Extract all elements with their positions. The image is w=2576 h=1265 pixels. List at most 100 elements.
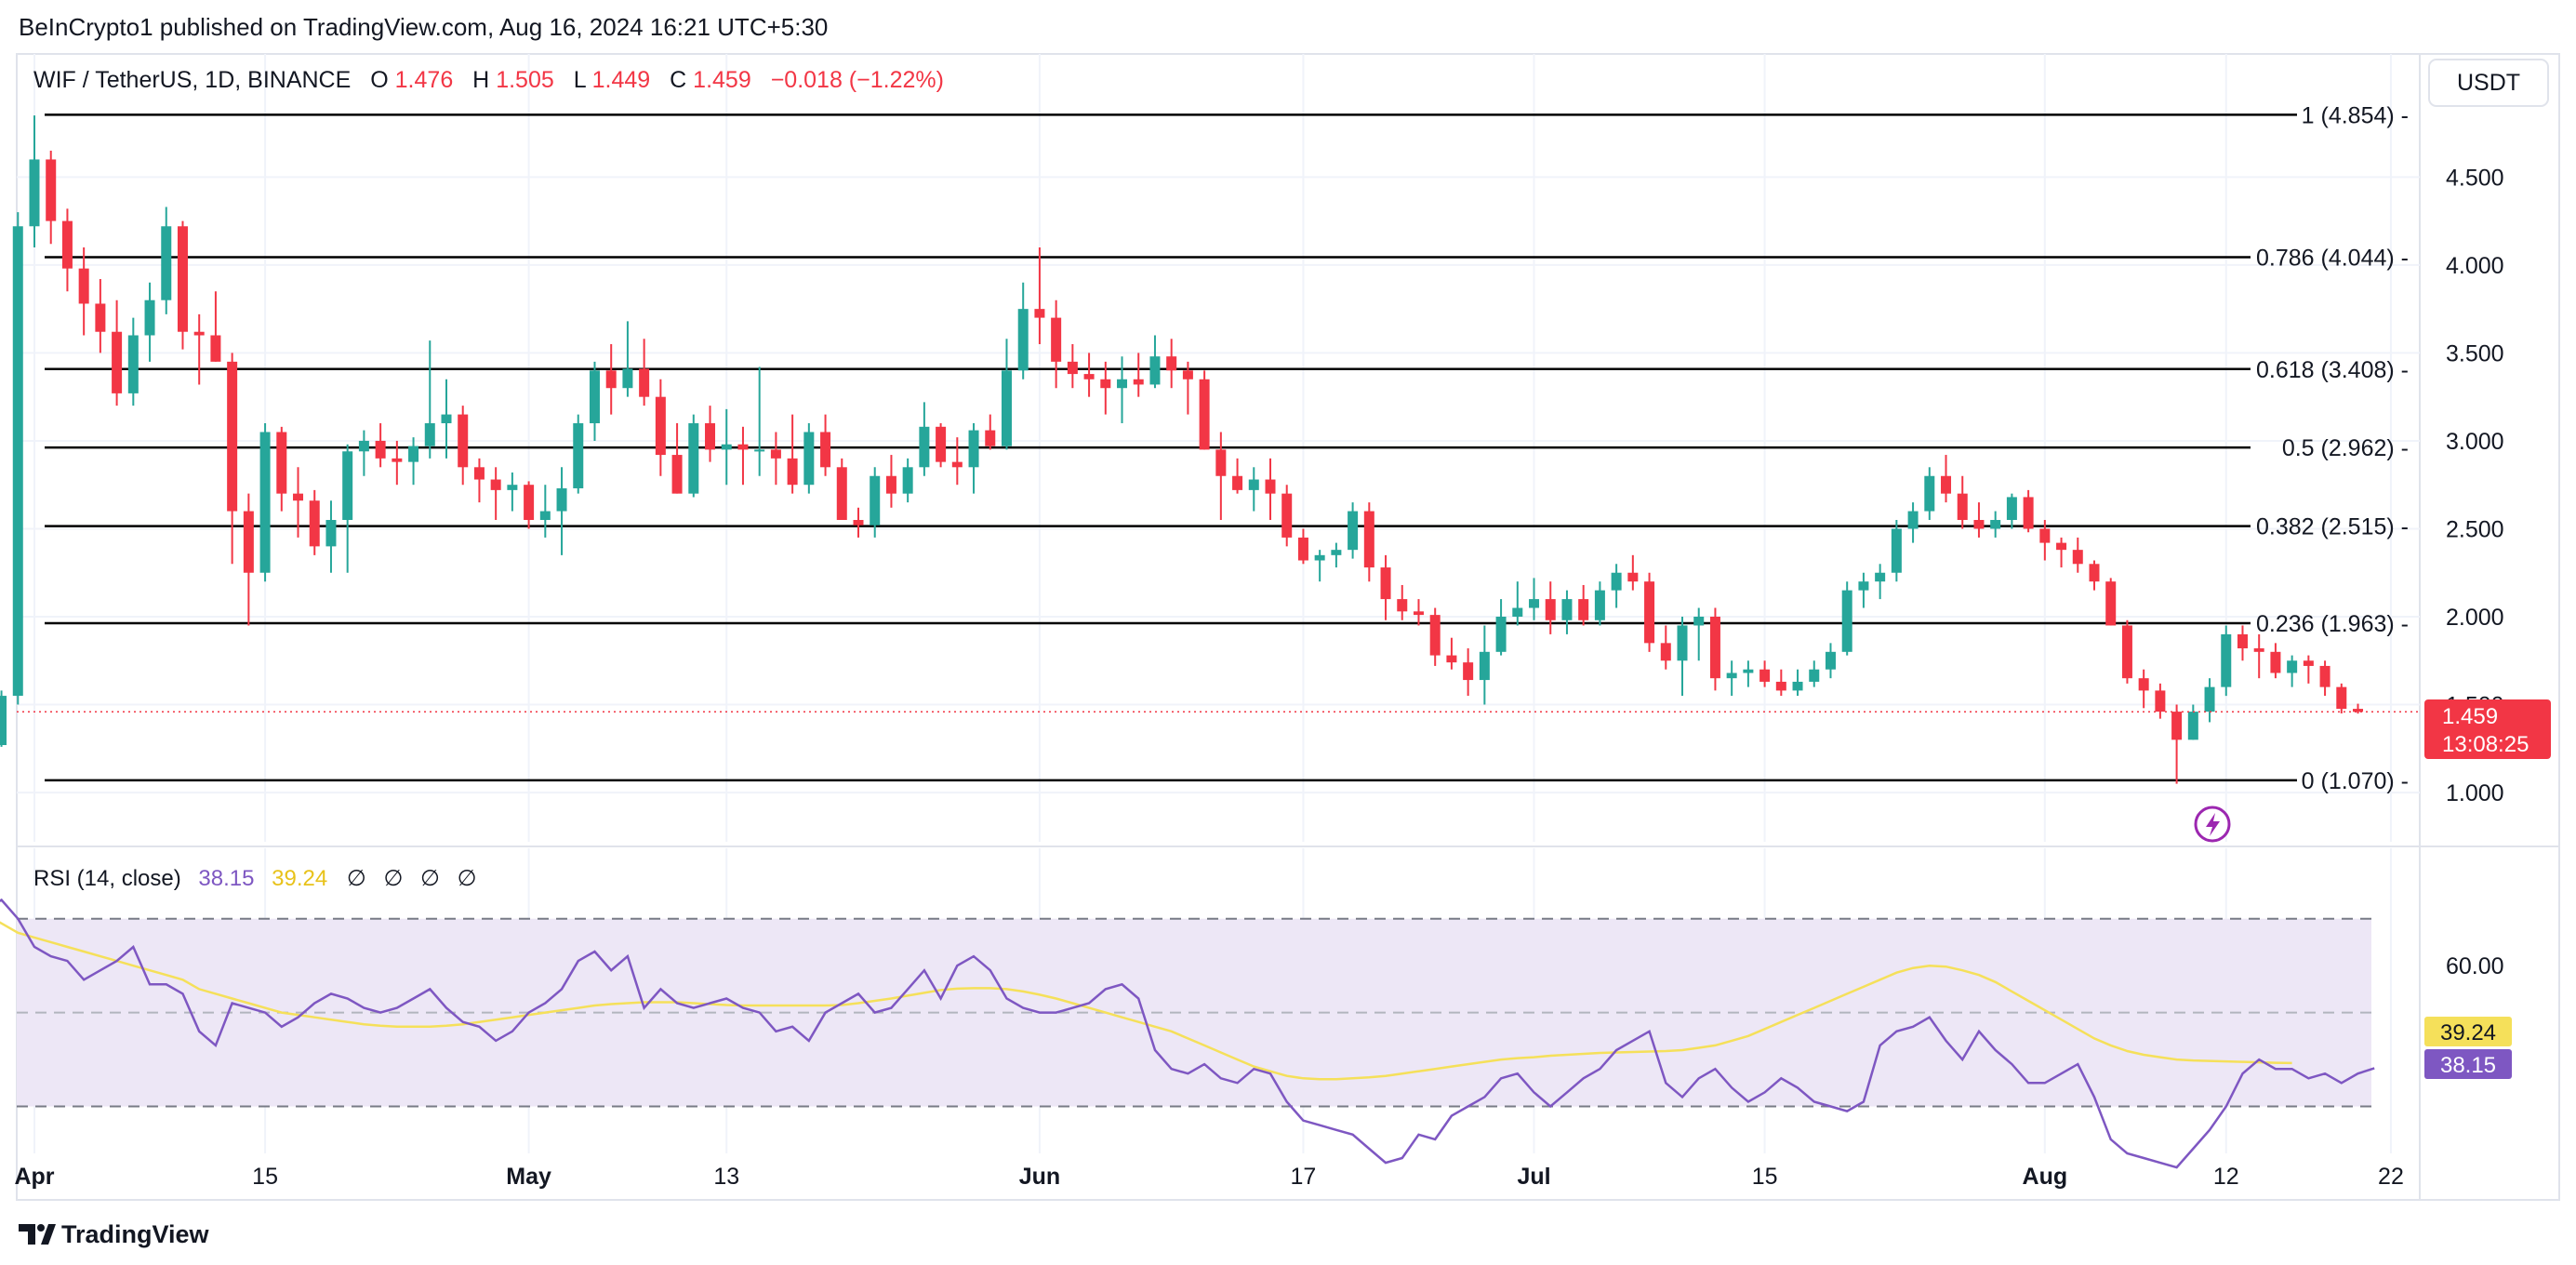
rsi-ma-badge-value: 39.24 bbox=[2440, 1020, 2496, 1045]
candle-body bbox=[127, 335, 139, 393]
candle-body bbox=[2253, 648, 2264, 652]
price-axis-tick: 2.000 bbox=[2446, 605, 2504, 631]
last-price-value: 1.459 bbox=[2442, 704, 2498, 729]
low-value: 1.449 bbox=[592, 67, 651, 93]
candle bbox=[688, 414, 699, 498]
candle-body bbox=[2072, 550, 2083, 565]
candle bbox=[1479, 625, 1490, 705]
rsi-ma-legend-value: 39.24 bbox=[272, 866, 327, 891]
price-axis-tick: 3.500 bbox=[2446, 340, 2504, 366]
rsi-legend: RSI (14, close) 38.15 39.24 ∅ ∅ ∅ ∅ bbox=[33, 866, 477, 891]
candle bbox=[441, 379, 452, 459]
candle bbox=[210, 291, 221, 362]
candle-body bbox=[705, 423, 716, 450]
candle-body bbox=[622, 368, 633, 389]
candle-body bbox=[1001, 370, 1012, 446]
candle bbox=[1611, 564, 1622, 608]
candle bbox=[1759, 660, 1771, 687]
candle-body bbox=[2204, 686, 2215, 712]
candle bbox=[1990, 511, 2001, 538]
time-axis-tick: 15 bbox=[1752, 1164, 1778, 1190]
candle-body bbox=[177, 226, 188, 332]
candle bbox=[2105, 578, 2117, 626]
currency-button[interactable]: USDT bbox=[2428, 59, 2549, 107]
candle-body bbox=[1166, 356, 1177, 371]
candle-body bbox=[573, 423, 584, 488]
candle bbox=[2056, 537, 2067, 568]
candle bbox=[1117, 356, 1128, 424]
candle-body bbox=[655, 396, 666, 456]
candle bbox=[1281, 485, 1293, 547]
candle bbox=[936, 423, 947, 468]
tradingview-logo[interactable]: TradingView bbox=[19, 1220, 210, 1248]
candle bbox=[539, 485, 551, 538]
candle-body bbox=[473, 467, 485, 480]
ohlc-legend: WIF / TetherUS, 1D, BINANCE O 1.476 H 1.… bbox=[33, 67, 944, 93]
tv-logo-icon bbox=[19, 1224, 56, 1245]
candle bbox=[1693, 607, 1705, 661]
candle-body bbox=[293, 493, 304, 501]
candle bbox=[1051, 300, 1062, 389]
time-axis-tick: Aug bbox=[2023, 1164, 2068, 1190]
candle-body bbox=[1561, 599, 1573, 620]
price-axis-tick: 2.500 bbox=[2446, 516, 2504, 542]
candle bbox=[95, 279, 106, 353]
candle-body bbox=[1529, 599, 1540, 608]
time-axis-tick: 15 bbox=[252, 1164, 278, 1190]
candle-body bbox=[1990, 520, 2001, 529]
candle-body bbox=[1973, 520, 1985, 529]
candle bbox=[458, 406, 469, 486]
candle-body bbox=[2171, 712, 2183, 740]
candle bbox=[2270, 643, 2281, 679]
candle bbox=[1067, 343, 1078, 389]
fib-level-label: 1 (4.854) - bbox=[2302, 102, 2409, 128]
candle-body bbox=[1017, 309, 1029, 371]
candle bbox=[605, 343, 617, 415]
candle-body bbox=[787, 458, 798, 486]
price-axis-tick: 4.000 bbox=[2446, 253, 2504, 279]
candle bbox=[870, 467, 881, 538]
candle-body bbox=[2138, 678, 2149, 691]
candle bbox=[2155, 683, 2166, 719]
lightning-icon[interactable] bbox=[2194, 806, 2231, 843]
candle bbox=[2089, 560, 2100, 591]
candle-body bbox=[29, 159, 40, 227]
candle bbox=[2006, 493, 2017, 529]
candle bbox=[1907, 502, 1919, 543]
candle-body bbox=[490, 479, 501, 490]
candle-body bbox=[1413, 611, 1424, 616]
candle-body bbox=[589, 370, 600, 424]
candle-body bbox=[1149, 356, 1161, 385]
candle-body bbox=[2121, 625, 2132, 679]
candle bbox=[1149, 335, 1161, 389]
candle bbox=[2303, 655, 2314, 684]
candle bbox=[1034, 246, 1045, 344]
candle-body bbox=[144, 300, 155, 336]
close-value: 1.459 bbox=[693, 67, 751, 93]
candle bbox=[1380, 554, 1391, 620]
symbol-label: WIF / TetherUS, 1D, BINANCE bbox=[33, 67, 351, 93]
candle bbox=[2171, 704, 2183, 784]
candle bbox=[2253, 633, 2264, 679]
candle bbox=[1232, 458, 1243, 494]
fib-level-label: 0.786 (4.044) - bbox=[2256, 246, 2409, 272]
candle bbox=[392, 440, 403, 486]
candle bbox=[803, 423, 815, 494]
candle-body bbox=[2287, 660, 2298, 673]
candle-body bbox=[325, 520, 337, 547]
rsi-line bbox=[0, 898, 2375, 1169]
candle bbox=[2287, 655, 2298, 687]
time-axis-tick: May bbox=[506, 1164, 551, 1190]
candle-body bbox=[2221, 633, 2232, 687]
candle bbox=[1166, 339, 1177, 389]
fib-level-label: 0.236 (1.963) - bbox=[2256, 611, 2409, 637]
candle bbox=[951, 437, 963, 486]
candle-body bbox=[1907, 511, 1919, 529]
candle bbox=[1265, 458, 1276, 521]
price-axis-tick: 3.000 bbox=[2446, 429, 2504, 455]
candle bbox=[46, 150, 57, 245]
candle-body bbox=[243, 511, 254, 573]
time-axis-tick: 12 bbox=[2213, 1164, 2239, 1190]
candle bbox=[2221, 625, 2232, 697]
candle bbox=[29, 115, 40, 247]
